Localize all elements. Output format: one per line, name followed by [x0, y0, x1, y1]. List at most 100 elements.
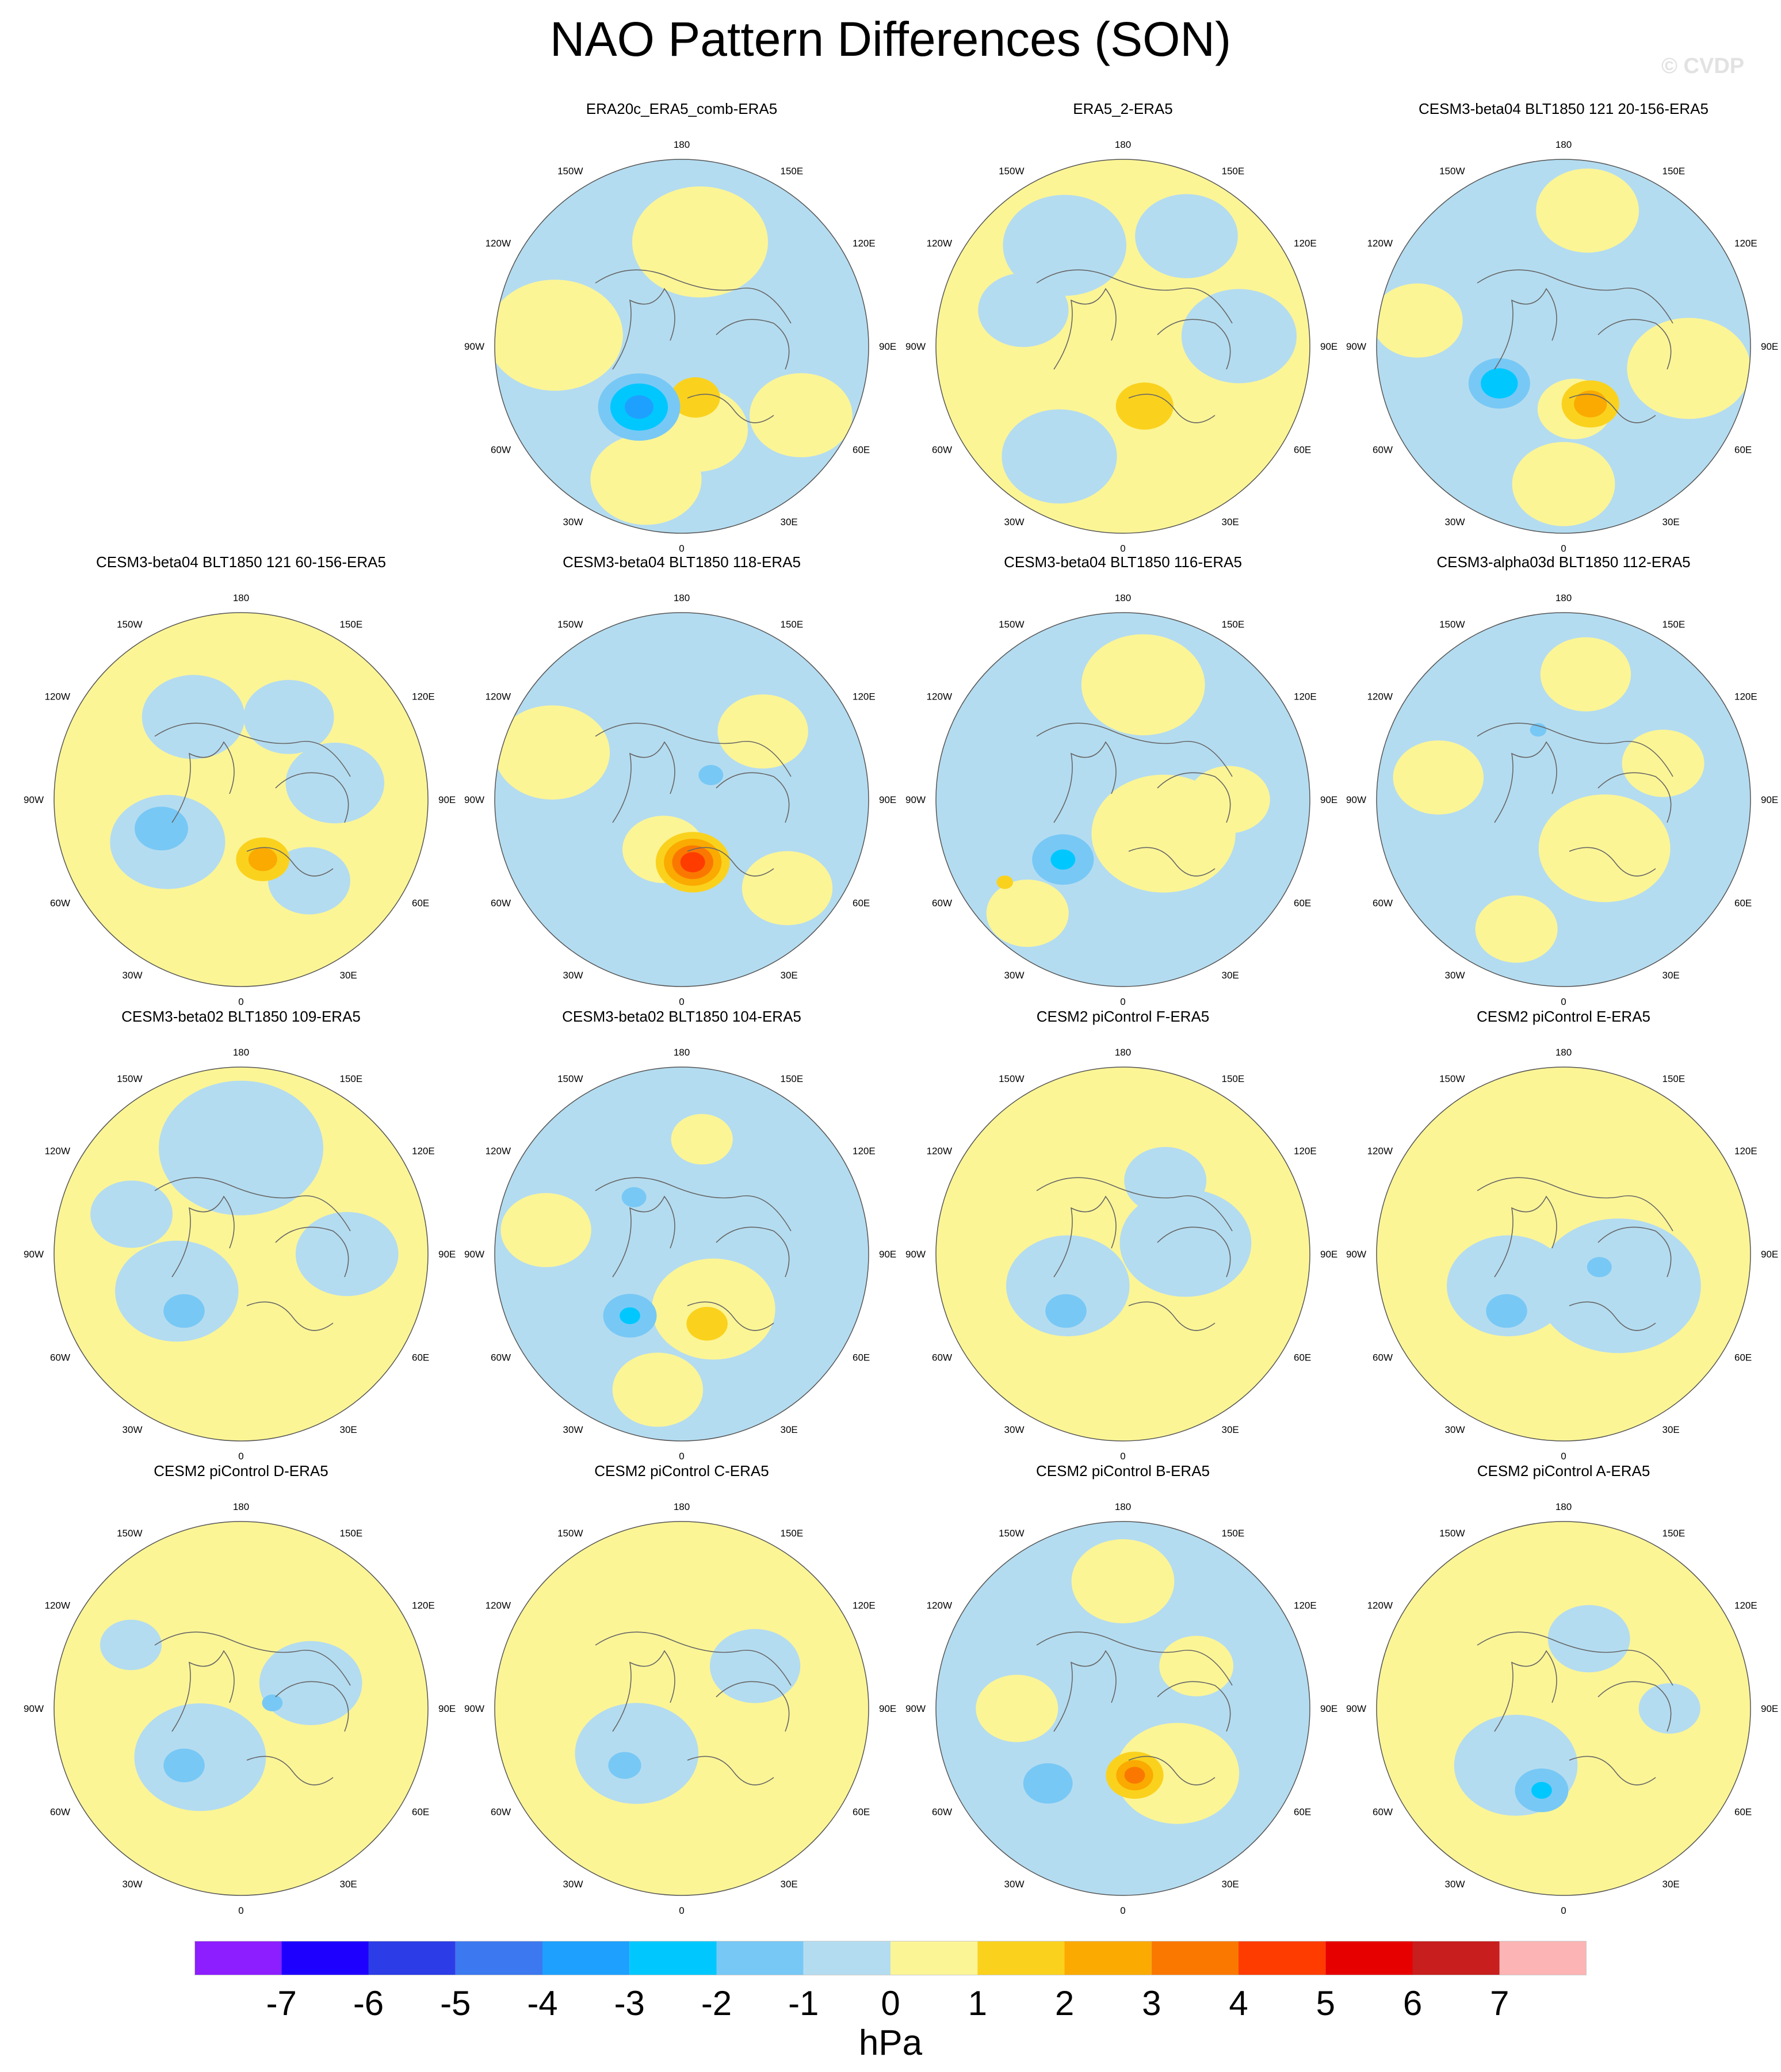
longitude-label: 90E: [438, 794, 456, 805]
longitude-label: 120W: [927, 1600, 952, 1611]
longitude-label: 120E: [412, 691, 435, 702]
longitude-label: 60W: [50, 1352, 70, 1363]
longitude-label: 90W: [1346, 1249, 1366, 1260]
longitude-label: 150W: [999, 1528, 1024, 1539]
map-panel: CESM2 piControl A-ERA5 180 150E 120E 90E 60E 3…: [1342, 1461, 1781, 1916]
longitude-label: 120E: [1294, 691, 1317, 702]
colorbar-swatch: [455, 1941, 542, 1975]
longitude-label: 90W: [24, 794, 44, 805]
anomaly-contour: [1638, 1683, 1700, 1734]
longitude-label: 120W: [1367, 238, 1393, 249]
anomaly-contour: [285, 743, 385, 824]
anomaly-contour: [742, 851, 833, 926]
anomaly-contour: [717, 694, 808, 769]
anomaly-contour: [1574, 390, 1607, 418]
coastline: [1477, 1177, 1673, 1331]
longitude-label: 120W: [1367, 1146, 1393, 1157]
coastline: [1036, 1177, 1233, 1331]
longitude-label: 60W: [50, 898, 70, 909]
colorbar-tick-label: -2: [701, 1984, 732, 2023]
longitude-label: 0: [238, 996, 243, 1007]
longitude-label: 30E: [1222, 517, 1239, 527]
map-panel: CESM2 piControl F-ERA5 180 150E 120E 90E 60E 3…: [901, 1007, 1344, 1462]
anomaly-contour: [1475, 895, 1558, 963]
longitude-label: 120W: [927, 238, 952, 249]
colorbar-swatch: [977, 1941, 1065, 1975]
longitude-label: 120E: [853, 1146, 876, 1157]
polar-map: 180 150E 120E 90E 60E 30E 0 30W 60W 90W 120W 150W: [905, 592, 1337, 1007]
polar-map: 180 150E 120E 90E 60E 30E 0 30W 60W 90W 120W 150W: [24, 1047, 456, 1462]
longitude-label: 180: [1555, 1047, 1572, 1058]
longitude-label: 150E: [1662, 166, 1686, 177]
longitude-label: 180: [674, 1501, 690, 1512]
longitude-label: 150W: [1439, 166, 1465, 177]
map-panel: CESM3-beta04 BLT1850 121 20-156-ERA5 180 1…: [1342, 99, 1781, 554]
longitude-label: 60W: [50, 1807, 70, 1818]
longitude-label: 150W: [117, 1073, 142, 1084]
anomaly-contour: [1002, 409, 1117, 504]
longitude-label: 90E: [879, 341, 896, 352]
coastline: [595, 269, 792, 423]
longitude-label: 120W: [45, 1146, 70, 1157]
longitude-label: 60E: [853, 898, 870, 909]
polar-map: 180 150E 120E 90E 60E 30E 0 30W 60W 90W 120W 150W: [905, 1501, 1337, 1916]
longitude-label: 60E: [1294, 445, 1311, 456]
panel-title: CESM3-beta04 BLT1850 121 20-156-ERA5: [1419, 100, 1709, 117]
longitude-label: 60W: [932, 1352, 952, 1363]
map-boundary: [53, 612, 429, 987]
longitude-label: 180: [1115, 1047, 1131, 1058]
colorbar-swatch: [281, 1941, 369, 1975]
longitude-label: 30W: [563, 1879, 583, 1890]
longitude-label: 150E: [340, 1528, 363, 1539]
anomaly-contour: [632, 186, 768, 298]
longitude-label: 90E: [1320, 341, 1337, 352]
anomaly-contour: [1023, 1763, 1073, 1804]
polar-map: 180 150E 120E 90E 60E 30E 0 30W 60W 90W 120W 150W: [24, 1501, 456, 1916]
polar-map: 180 150E 120E 90E 60E 30E 0 30W 60W 90W 120W 150W: [1346, 592, 1778, 1007]
map-boundary: [494, 159, 869, 534]
longitude-label: 90E: [879, 794, 896, 805]
colorbar-swatch: [194, 1941, 282, 1975]
longitude-label: 90E: [1761, 341, 1778, 352]
longitude-label: 0: [1120, 1905, 1125, 1916]
longitude-label: 90E: [1761, 1249, 1778, 1260]
longitude-label: 150E: [1222, 1073, 1245, 1084]
longitude-label: 30W: [1445, 970, 1465, 981]
colorbar-swatch: [1239, 1941, 1326, 1975]
longitude-label: 60W: [1373, 445, 1393, 456]
longitude-label: 90E: [1761, 1703, 1778, 1714]
longitude-label: 0: [1561, 1451, 1566, 1462]
longitude-label: 0: [1561, 543, 1566, 554]
longitude-label: 120W: [927, 691, 952, 702]
longitude-label: 0: [1120, 1451, 1125, 1462]
longitude-label: 150W: [1439, 619, 1465, 630]
longitude-label: 0: [238, 1451, 243, 1462]
coastline: [1477, 1631, 1673, 1786]
polar-map: 180 150E 120E 90E 60E 30E 0 30W 60W 90W 120W 150W: [1346, 1047, 1778, 1462]
longitude-label: 30E: [1662, 970, 1680, 981]
coastline: [595, 722, 792, 877]
longitude-label: 30W: [123, 970, 143, 981]
map-boundary: [53, 1066, 429, 1442]
longitude-label: 180: [233, 1047, 249, 1058]
longitude-label: 0: [238, 1905, 243, 1916]
longitude-label: 30E: [1662, 1424, 1680, 1435]
map-background-field: [54, 613, 428, 987]
longitude-label: 30W: [563, 1424, 583, 1435]
longitude-label: 90E: [1320, 1249, 1337, 1260]
colorbar-swatch: [542, 1941, 630, 1975]
longitude-label: 120E: [1294, 1146, 1317, 1157]
anomaly-contour: [90, 1180, 173, 1248]
longitude-label: 150W: [557, 1528, 583, 1539]
colorbar-tick-label: -4: [527, 1984, 558, 2023]
longitude-label: 0: [679, 996, 684, 1007]
longitude-label: 60E: [1294, 1352, 1311, 1363]
map-panel: CESM2 piControl C-ERA5 180 150E 120E 90E 60E 3…: [460, 1461, 903, 1916]
longitude-label: 150E: [340, 619, 363, 630]
colorbar-tick-label: -6: [353, 1984, 384, 2023]
map-background-field: [54, 1521, 428, 1895]
coastline: [1036, 269, 1233, 423]
coastline: [1036, 722, 1233, 877]
longitude-label: 150W: [557, 619, 583, 630]
colorbar-tick-label: -7: [266, 1984, 297, 2023]
